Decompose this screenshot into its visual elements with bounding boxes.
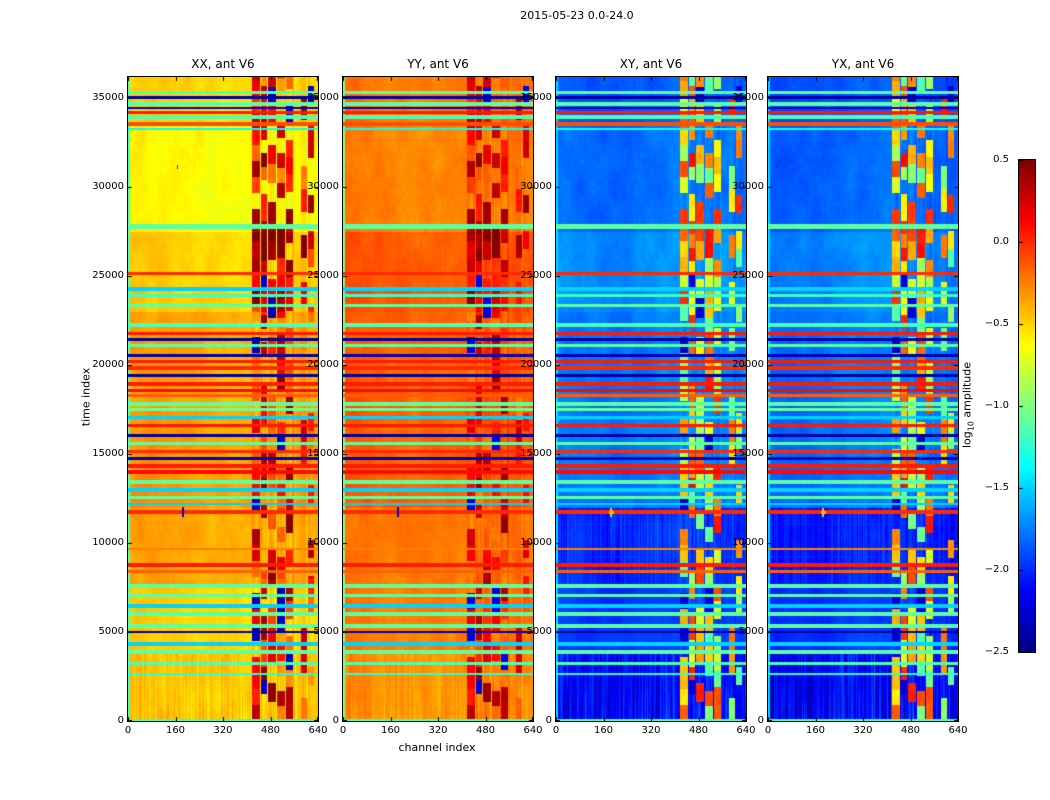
heatmap-xy	[556, 77, 746, 721]
y-tick-label: 15000	[520, 448, 552, 460]
panel-title-yy: YY, ant V6	[407, 57, 469, 71]
x-tick-label: 0	[339, 725, 347, 736]
x-tick-label: 640	[308, 725, 328, 736]
x-tick-label: 320	[428, 725, 448, 736]
x-tick-label: 0	[124, 725, 132, 736]
colorbar-label-pre: log	[960, 431, 974, 449]
colorbar-label: log10 amplitude	[960, 362, 975, 448]
heatmap-xx	[128, 77, 318, 721]
colorbar-tick-label: −1.0	[984, 400, 1009, 411]
colorbar-tick-label: 0.5	[993, 154, 1009, 165]
y-tick-label: 25000	[520, 270, 552, 282]
y-tick-label: 25000	[92, 270, 124, 282]
figure-title: 2015-05-23 0.0-24.0	[520, 9, 634, 22]
colorbar-tick-label: −1.5	[984, 482, 1009, 493]
y-tick-label: 5000	[738, 626, 764, 638]
y-tick-label: 0	[545, 715, 552, 726]
x-tick-label: 480	[475, 725, 496, 736]
y-tick-label: 10000	[307, 537, 339, 549]
x-tick-label: 320	[641, 725, 661, 736]
y-tick-label: 20000	[92, 359, 124, 371]
y-tick-label: 10000	[92, 537, 124, 549]
y-tick-label: 0	[332, 715, 339, 726]
y-tick-label: 5000	[526, 626, 552, 638]
y-tick-label: 25000	[732, 270, 764, 282]
x-tick-label: 160	[805, 725, 826, 736]
y-tick-label: 5000	[313, 626, 339, 638]
y-tick-label: 10000	[732, 537, 764, 549]
x-tick-label: 0	[764, 725, 772, 736]
y-tick-label: 0	[757, 715, 764, 726]
y-tick-label: 35000	[732, 92, 764, 104]
x-tick-label: 480	[260, 725, 281, 736]
colorbar-label-sub: 10	[966, 421, 976, 432]
x-tick-label: 320	[853, 725, 873, 736]
y-tick-label: 15000	[307, 448, 339, 460]
panel-yx: YX, ant V6 0 5000 10000 15000 20000 25000 3000…	[732, 57, 967, 736]
y-tick-label: 20000	[732, 359, 764, 371]
x-tick-label: 160	[593, 725, 614, 736]
panel-title-yx: YX, ant V6	[831, 57, 895, 71]
colorbar-tick-label: −0.5	[984, 318, 1009, 329]
x-tick-label: 480	[688, 725, 709, 736]
y-tick-label: 35000	[92, 92, 124, 104]
panel-title-xx: XX, ant V6	[191, 57, 255, 71]
y-tick-label: 30000	[307, 181, 339, 193]
heatmap-yy	[343, 77, 533, 721]
heatmap-yx	[768, 77, 958, 721]
panel-title-xy: XY, ant V6	[619, 57, 683, 71]
y-tick-label: 5000	[98, 626, 124, 638]
x-tick-label: 480	[900, 725, 921, 736]
panel-xy: XY, ant V6 0 5000 10000 15000 20000 25000 3000…	[520, 57, 755, 736]
x-tick-label: 160	[380, 725, 401, 736]
colorbar-gradient	[1019, 160, 1035, 652]
y-tick-label: 30000	[520, 181, 552, 193]
y-tick-label: 20000	[307, 359, 339, 371]
y-tick-label: 0	[117, 715, 124, 726]
panel-xx: XX, ant V6 0 5000 10000 15000 20000 25000 3000…	[92, 57, 327, 736]
colorbar-tick-label: −2.0	[984, 564, 1009, 575]
y-tick-label: 35000	[307, 92, 339, 104]
y-tick-label: 25000	[307, 270, 339, 282]
x-axis-label: channel index	[398, 741, 476, 754]
colorbar-tick-label: −2.5	[984, 646, 1009, 657]
x-tick-label: 640	[948, 725, 968, 736]
y-tick-label: 15000	[92, 448, 124, 460]
colorbar-label-post: amplitude	[960, 361, 974, 422]
x-tick-label: 0	[552, 725, 560, 736]
y-tick-label: 15000	[732, 448, 764, 460]
panel-yy: YY, ant V6 0 5000 10000 15000 20000 25000 3000…	[307, 57, 542, 736]
y-axis-label: time index	[79, 367, 93, 427]
y-tick-label: 35000	[520, 92, 552, 104]
x-tick-label: 320	[213, 725, 233, 736]
x-tick-label: 640	[523, 725, 543, 736]
x-tick-label: 640	[736, 725, 756, 736]
colorbar-tick-label: 0.0	[993, 236, 1009, 247]
x-tick-label: 160	[165, 725, 186, 736]
y-tick-label: 30000	[92, 181, 124, 193]
y-tick-label: 10000	[520, 537, 552, 549]
colorbar: 0.5 0.0 −0.5 −1.0 −1.5 −2.0 −2.5	[985, 154, 1036, 657]
y-tick-label: 30000	[732, 181, 764, 193]
y-tick-label: 20000	[520, 359, 552, 371]
